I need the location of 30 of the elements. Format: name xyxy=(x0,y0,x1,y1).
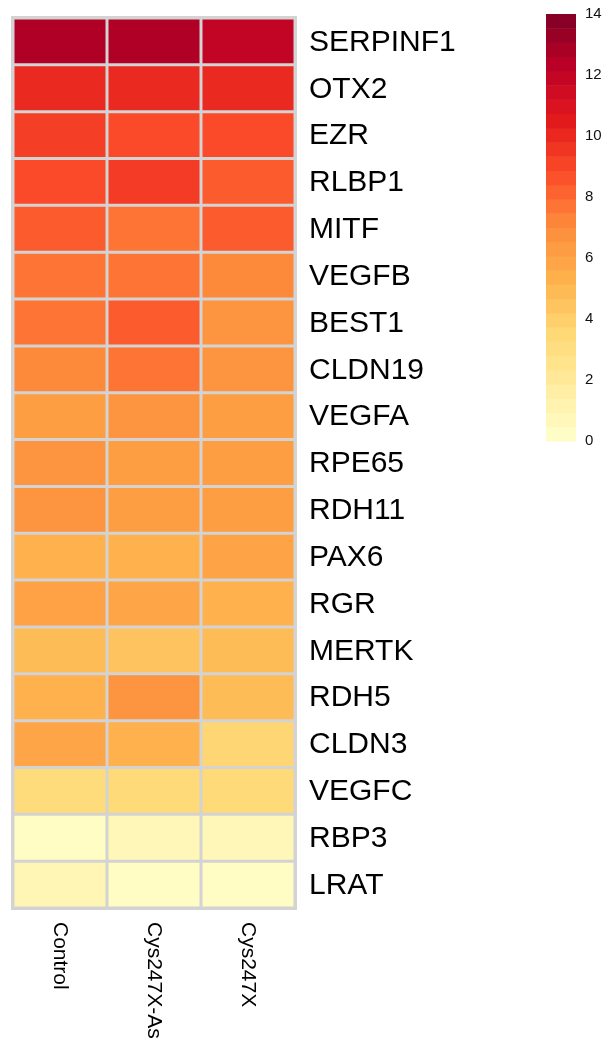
x-tick-label: Cys247X xyxy=(238,922,262,1008)
y-tick-label: EZR xyxy=(309,117,369,151)
y-tick-label: MITF xyxy=(309,211,379,245)
color-bar-label: 12 xyxy=(585,65,602,83)
y-tick-label: RBP3 xyxy=(309,820,388,853)
y-tick-label: RGR xyxy=(309,585,376,619)
x-tick-label: Control xyxy=(50,922,74,990)
y-tick-label: LRAT xyxy=(309,866,384,900)
y-tick-label: OTX2 xyxy=(309,70,388,104)
x-tick-label: Cys247X-As xyxy=(144,922,168,1039)
y-tick-label: MERTK xyxy=(309,632,414,666)
y-tick-label: RLBP1 xyxy=(309,164,405,198)
color-bar-label: 0 xyxy=(585,431,594,449)
y-tick-label: VEGFC xyxy=(309,773,413,807)
color-bar-label: 2 xyxy=(585,370,594,388)
y-tick-label: RDH11 xyxy=(309,492,406,526)
y-tick-label: VEGFB xyxy=(309,257,411,291)
y-tick-label: SERPINF1 xyxy=(309,23,456,57)
color-bar-label: 8 xyxy=(585,187,594,205)
y-tick-label: BEST1 xyxy=(309,304,405,338)
color-bar-label: 6 xyxy=(585,248,594,266)
color-bar-label: 4 xyxy=(585,309,594,327)
color-bar-label: 14 xyxy=(585,4,602,22)
color-bar-label: 10 xyxy=(585,126,602,144)
y-tick-label: RPE65 xyxy=(309,445,405,479)
y-tick-label: CLDN19 xyxy=(309,351,425,385)
y-tick-label: PAX6 xyxy=(309,538,384,572)
y-tick-label: VEGFA xyxy=(309,398,410,432)
y-tick-label: RDH5 xyxy=(309,679,391,713)
y-tick-label: CLDN3 xyxy=(309,726,408,760)
